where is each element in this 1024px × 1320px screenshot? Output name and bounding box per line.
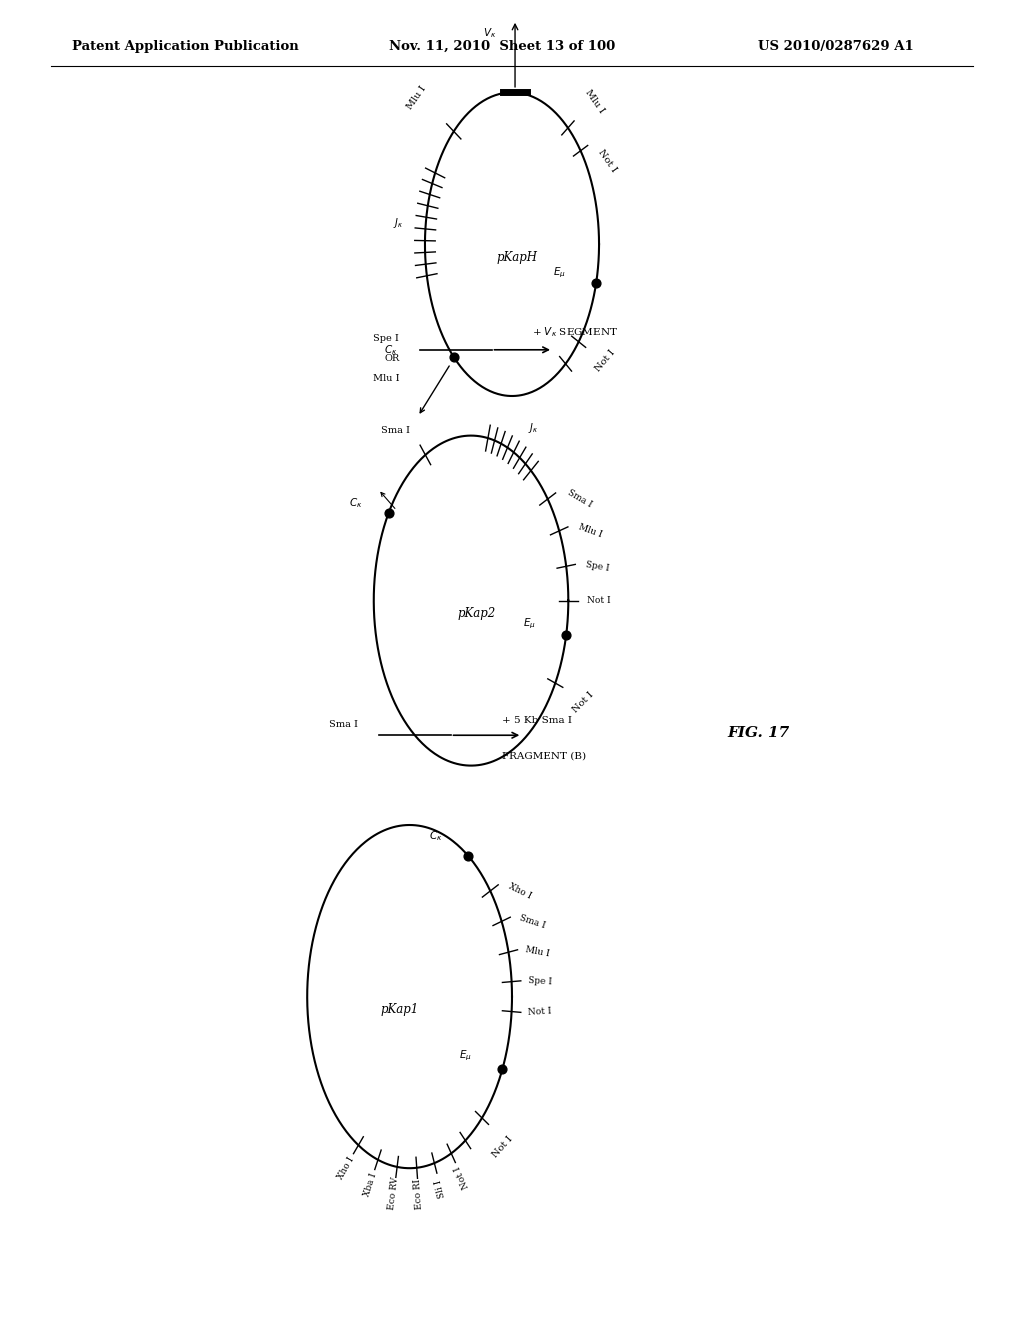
Point (445, 346, 462, 367)
Text: Sma I: Sma I (330, 719, 358, 729)
Text: pKapH: pKapH (497, 251, 538, 264)
Point (558, 624, 574, 645)
Point (380, 503, 396, 524)
Text: Xho I: Xho I (507, 882, 532, 900)
Text: Spe I: Spe I (374, 334, 399, 343)
Text: + 5 Kb Sma I: + 5 Kb Sma I (502, 715, 571, 725)
Text: Xba I: Xba I (362, 1172, 378, 1197)
Text: $E_\mu$: $E_\mu$ (459, 1048, 472, 1063)
Point (588, 273, 604, 294)
Text: $J_\kappa$: $J_\kappa$ (527, 421, 538, 436)
Text: Nov. 11, 2010  Sheet 13 of 100: Nov. 11, 2010 Sheet 13 of 100 (389, 40, 615, 53)
Point (460, 846, 476, 867)
Text: Not I: Not I (596, 148, 617, 174)
Text: Sma I: Sma I (566, 488, 594, 510)
Text: Not I: Not I (453, 1164, 471, 1191)
Text: $V_\kappa$: $V_\kappa$ (483, 26, 497, 40)
Text: Mlu I: Mlu I (584, 87, 606, 115)
Text: Patent Application Publication: Patent Application Publication (72, 40, 298, 53)
Text: Spe I: Spe I (585, 560, 609, 573)
Text: Not I: Not I (490, 1135, 514, 1159)
Text: Sli I: Sli I (434, 1179, 447, 1199)
Text: Mlu I: Mlu I (406, 84, 428, 112)
Text: Eco RV: Eco RV (387, 1176, 400, 1210)
Text: Mlu I: Mlu I (373, 374, 399, 383)
Text: $C_\kappa$: $C_\kappa$ (384, 343, 397, 358)
Text: + $V_\kappa$ SEGMENT: + $V_\kappa$ SEGMENT (532, 326, 618, 339)
Text: FIG. 17: FIG. 17 (727, 726, 790, 739)
Point (495, 1059, 511, 1080)
Text: Sma I: Sma I (381, 426, 410, 436)
Text: Xho I: Xho I (336, 1155, 355, 1181)
Text: Not I: Not I (528, 1006, 552, 1016)
Text: US 2010/0287629 A1: US 2010/0287629 A1 (758, 40, 913, 53)
Text: Mlu I: Mlu I (578, 523, 603, 540)
Text: Not I: Not I (587, 597, 610, 605)
Text: FRAGMENT (B): FRAGMENT (B) (502, 751, 586, 760)
Text: Mlu I: Mlu I (525, 945, 551, 958)
Text: $C_\kappa$: $C_\kappa$ (349, 496, 362, 510)
Text: Eco RI: Eco RI (413, 1179, 424, 1209)
Text: Sma I: Sma I (518, 913, 546, 929)
Text: pKap2: pKap2 (457, 607, 496, 620)
Text: $E_\mu$: $E_\mu$ (553, 265, 565, 280)
Text: $E_\mu$: $E_\mu$ (522, 616, 536, 631)
Text: Not I: Not I (570, 689, 595, 714)
Text: pKap1: pKap1 (380, 1003, 419, 1016)
Text: OR: OR (384, 354, 399, 363)
Text: $C_\kappa$: $C_\kappa$ (429, 829, 442, 843)
Text: Spe I: Spe I (528, 977, 552, 987)
Text: $J_\kappa$: $J_\kappa$ (393, 216, 403, 230)
Text: Not I: Not I (594, 348, 617, 374)
